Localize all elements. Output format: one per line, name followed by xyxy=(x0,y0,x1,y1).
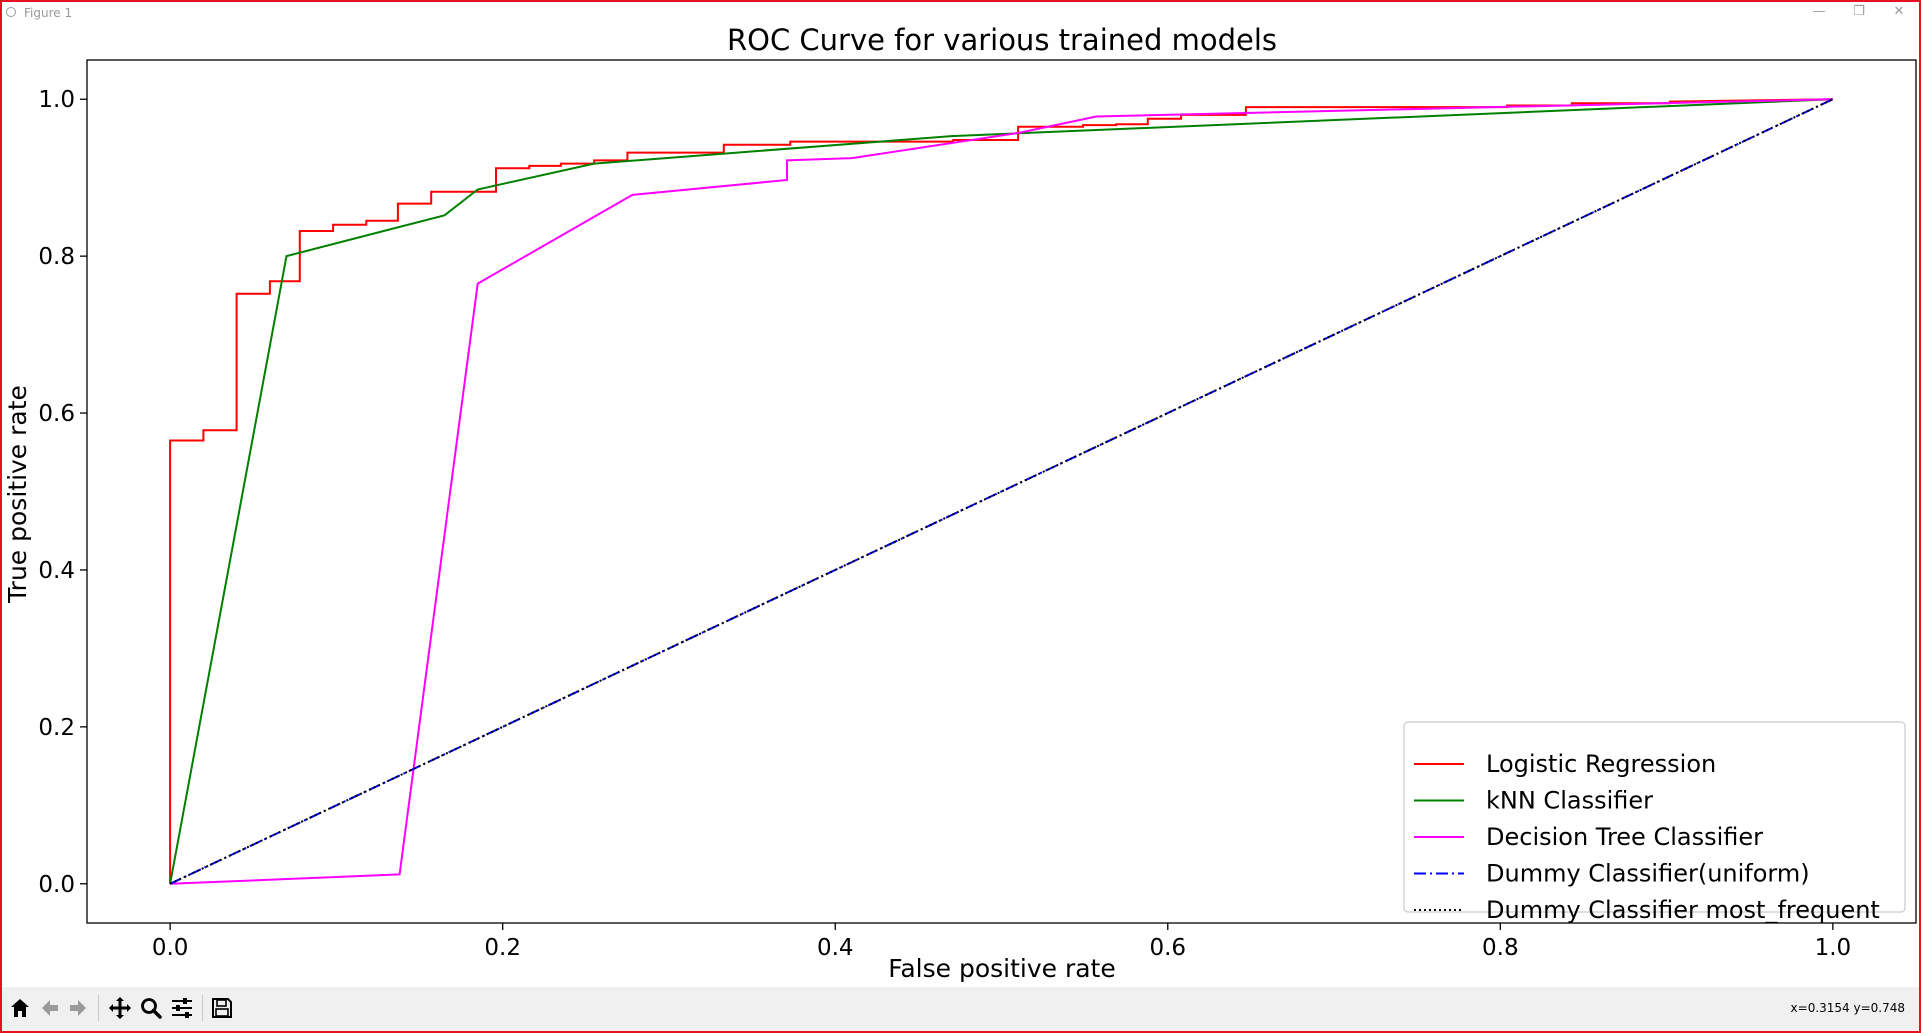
matplotlib-icon xyxy=(6,7,16,17)
y-tick-label: 0.2 xyxy=(38,715,75,741)
restore-button[interactable]: ❐ xyxy=(1839,2,1879,24)
x-axis: 0.0 0.2 0.4 0.6 0.8 1.0 xyxy=(152,923,1851,961)
navigation-toolbar: x=0.3154 y=0.748 xyxy=(2,987,1919,1031)
legend-label-2: Decision Tree Classifier xyxy=(1486,823,1763,851)
y-tick-label: 0.4 xyxy=(38,558,75,584)
home-button[interactable] xyxy=(6,994,34,1022)
save-icon xyxy=(212,998,232,1018)
toolbar-separator xyxy=(98,995,99,1021)
forward-arrow-icon xyxy=(70,1000,86,1016)
legend-label-1: kNN Classifier xyxy=(1486,787,1653,815)
close-button[interactable]: ✕ xyxy=(1879,2,1919,24)
title-bar[interactable]: Figure 1 — ❐ ✕ xyxy=(2,2,1919,24)
legend-label-0: Logistic Regression xyxy=(1486,750,1716,778)
series-lines xyxy=(169,98,1834,885)
save-button[interactable] xyxy=(208,994,236,1022)
cursor-coordinates: x=0.3154 y=0.748 xyxy=(1790,1001,1905,1015)
zoom-icon xyxy=(141,998,162,1019)
zoom-button[interactable] xyxy=(137,994,165,1022)
minimize-button[interactable]: — xyxy=(1799,2,1839,24)
forward-button[interactable] xyxy=(64,994,92,1022)
window-title: Figure 1 xyxy=(24,6,73,20)
home-icon xyxy=(11,999,29,1017)
legend-box xyxy=(1403,721,1906,913)
x-tick-label: 0.6 xyxy=(1149,935,1186,961)
y-tick-label: 0.8 xyxy=(38,244,75,270)
y-axis: 0.0 0.2 0.4 0.6 0.8 1.0 xyxy=(38,87,87,898)
y-tick-label: 0.6 xyxy=(38,401,75,427)
x-tick-label: 0.2 xyxy=(484,935,521,961)
pan-icon xyxy=(109,997,131,1019)
y-tick-label: 0.0 xyxy=(38,872,75,898)
series-line-1 xyxy=(169,98,1833,884)
y-tick-label: 1.0 xyxy=(38,87,75,113)
y-axis-label: True positive rate xyxy=(3,385,32,604)
x-tick-label: 0.0 xyxy=(152,935,189,961)
legend: Logistic Regression kNN Classifier Decisio… xyxy=(1403,721,1906,924)
series-line-3 xyxy=(169,98,1834,885)
x-tick-label: 0.8 xyxy=(1482,935,1519,961)
restore-icon: ❐ xyxy=(1853,4,1865,19)
chart-title: ROC Curve for various trained models xyxy=(727,24,1277,57)
series-line-4 xyxy=(169,98,1834,885)
legend-label-4: Dummy Classifier most_frequent xyxy=(1486,896,1880,924)
x-tick-label: 1.0 xyxy=(1815,935,1852,961)
series-line-2 xyxy=(170,98,1833,885)
x-axis-label: False positive rate xyxy=(888,954,1116,983)
back-button[interactable] xyxy=(36,994,64,1022)
close-icon: ✕ xyxy=(1893,4,1905,19)
configure-subplots-button[interactable] xyxy=(168,994,196,1022)
x-tick-label: 0.4 xyxy=(817,935,854,961)
minimize-icon: — xyxy=(1812,4,1826,19)
legend-label-3: Dummy Classifier(uniform) xyxy=(1486,860,1810,888)
roc-chart[interactable]: ROC Curve for various trained models 0.0… xyxy=(2,24,1919,987)
pan-button[interactable] xyxy=(106,994,134,1022)
figure-canvas[interactable]: ROC Curve for various trained models 0.0… xyxy=(2,24,1919,987)
sliders-icon xyxy=(172,998,192,1018)
toolbar-separator xyxy=(202,995,203,1021)
back-arrow-icon xyxy=(42,1000,58,1016)
